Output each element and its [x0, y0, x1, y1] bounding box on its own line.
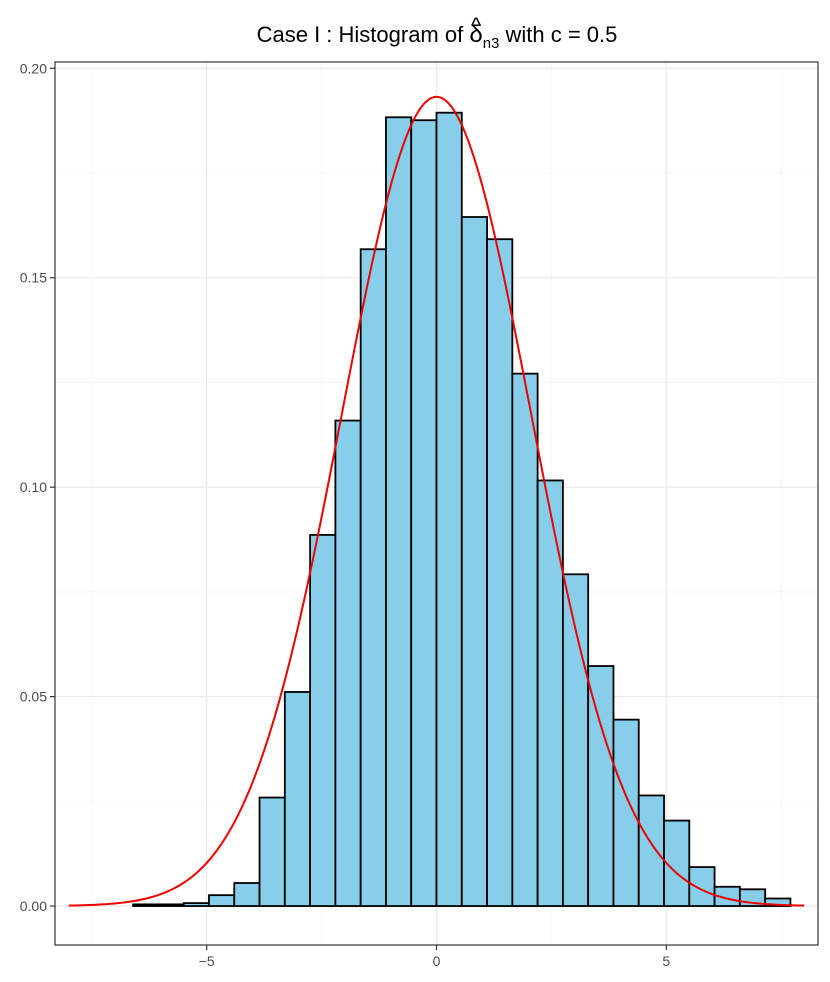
- histogram-bar-18: [587, 665, 615, 907]
- histogram-bar-8: [334, 419, 362, 907]
- histogram-bar-13: [460, 216, 488, 907]
- x-tick-label: 5: [662, 953, 670, 969]
- histogram-bar-3: [208, 894, 236, 907]
- x-axis: −5 0 5: [199, 945, 670, 969]
- histogram-bar-12: [435, 111, 463, 907]
- histogram-bar-10: [385, 116, 413, 907]
- normal-density-curve: [68, 95, 805, 907]
- histogram-bar-5: [258, 796, 286, 907]
- y-tick-label: 0.15: [20, 270, 47, 286]
- histogram-bar-21: [663, 819, 691, 907]
- title-hat: ^: [471, 13, 482, 38]
- histogram-bar-1: [157, 903, 185, 907]
- histogram-bar-25: [764, 897, 792, 907]
- title-suffix: with c = 0.5: [499, 22, 617, 47]
- histogram-bar-20: [637, 794, 665, 907]
- histogram-bar-9: [359, 248, 387, 907]
- histogram-bar-4: [233, 882, 261, 907]
- title-subscript: n3: [483, 35, 500, 52]
- title-symbol: δ: [469, 21, 482, 48]
- histogram-bar-17: [562, 573, 590, 907]
- histogram-bar-6: [283, 691, 311, 907]
- y-tick-label: 0.20: [20, 60, 47, 76]
- x-tick-label: 0: [433, 953, 441, 969]
- x-tick-label: −5: [199, 953, 215, 969]
- histogram-bar-15: [511, 372, 539, 907]
- y-tick-label: 0.10: [20, 479, 47, 495]
- chart-title: Case I : Histogram of δn3 with c = 0.5: [257, 21, 618, 52]
- histogram-bar-22: [688, 866, 716, 907]
- histogram-bars: [132, 111, 792, 907]
- histogram-bar-11: [410, 119, 438, 907]
- title-prefix: Case I : Histogram of: [257, 22, 470, 47]
- y-axis: 0.00 0.05 0.10 0.15 0.20: [20, 60, 55, 914]
- histogram-bar-0: [132, 903, 160, 907]
- histogram-bar-7: [309, 534, 337, 907]
- histogram-bar-16: [536, 479, 564, 907]
- grid-minor-lines: [55, 62, 818, 945]
- y-tick-label: 0.05: [20, 689, 47, 705]
- histogram-bar-14: [486, 238, 514, 907]
- y-tick-label: 0.00: [20, 898, 47, 914]
- histogram-bar-2: [182, 902, 210, 907]
